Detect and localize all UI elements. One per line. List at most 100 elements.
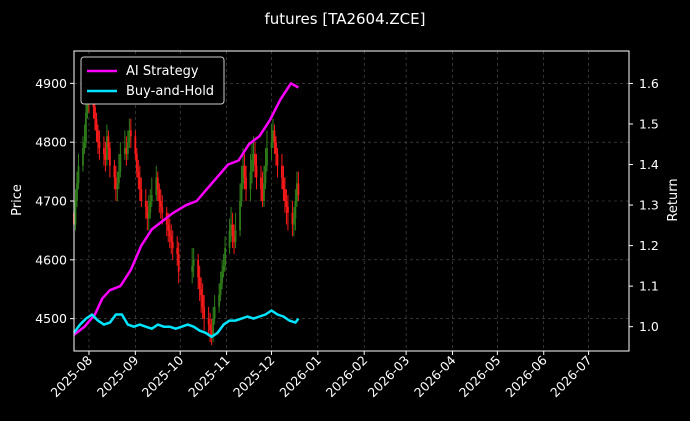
candle-body xyxy=(201,295,204,307)
candle xyxy=(287,195,289,231)
candle-body xyxy=(240,183,243,201)
candle xyxy=(297,171,300,201)
candle xyxy=(293,206,295,237)
candle xyxy=(200,277,203,313)
candle-body xyxy=(263,183,265,201)
candle-body xyxy=(293,218,295,225)
series-line-ai-strategy xyxy=(73,82,299,336)
candle-body xyxy=(125,148,128,154)
candle-body xyxy=(297,183,300,196)
candle-body xyxy=(167,224,170,231)
candle-body xyxy=(197,259,200,278)
candle xyxy=(249,153,252,201)
candle-body xyxy=(106,136,108,160)
candle xyxy=(82,136,84,172)
candle-body xyxy=(155,177,158,196)
candle-body xyxy=(83,142,86,149)
candle xyxy=(117,153,120,190)
candle xyxy=(109,142,111,178)
candle xyxy=(281,153,283,190)
candle xyxy=(176,236,179,266)
candle-body xyxy=(276,153,279,166)
candle xyxy=(156,171,159,201)
candle xyxy=(219,271,222,301)
candle xyxy=(159,189,162,219)
candle xyxy=(76,171,78,207)
candle-body xyxy=(295,183,298,201)
candle xyxy=(116,171,119,201)
y-left-tick-label: 4800 xyxy=(35,135,67,150)
candle xyxy=(197,253,200,290)
candle-body xyxy=(98,142,101,149)
chart-title: futures [TA2604.ZCE] xyxy=(265,10,426,28)
candle xyxy=(273,124,276,154)
legend-label-buy-and-hold: Buy-and-Hold xyxy=(126,84,214,99)
candle-body xyxy=(82,148,84,166)
candle-body xyxy=(266,148,268,166)
candle-body xyxy=(243,165,246,178)
candle-body xyxy=(104,153,107,160)
candle-body xyxy=(144,201,147,207)
candle xyxy=(291,201,294,237)
candle xyxy=(276,148,279,178)
candle-body xyxy=(228,230,231,249)
candle-body xyxy=(252,153,255,160)
candle-body xyxy=(77,165,80,184)
candle-body xyxy=(285,201,288,207)
candle-body xyxy=(103,148,105,154)
candle xyxy=(263,165,265,207)
candle xyxy=(146,201,149,231)
candle xyxy=(201,283,204,319)
candle xyxy=(97,124,99,154)
candle-body xyxy=(260,177,262,190)
candle xyxy=(94,101,96,131)
candle xyxy=(224,236,226,272)
candle xyxy=(285,189,288,225)
candle-body xyxy=(94,106,96,119)
candle xyxy=(168,218,171,249)
candle-body xyxy=(264,165,267,184)
candle-body xyxy=(209,324,212,331)
candle xyxy=(129,118,132,149)
candle xyxy=(284,177,286,213)
candle-body xyxy=(233,236,235,243)
candle-body xyxy=(116,183,119,190)
candle xyxy=(295,171,298,207)
candle-body xyxy=(76,183,78,201)
candle xyxy=(294,189,297,231)
candle-body xyxy=(224,248,226,266)
candle-body xyxy=(255,165,258,178)
candle-body xyxy=(140,189,143,201)
candle xyxy=(260,165,262,201)
candle xyxy=(113,159,116,190)
candle xyxy=(138,165,141,201)
candle xyxy=(272,118,274,149)
candle xyxy=(198,265,201,301)
y-right-tick-label: 1.6 xyxy=(639,76,659,91)
candle-body xyxy=(254,153,256,166)
candle-body xyxy=(134,136,137,154)
candle-body xyxy=(129,130,132,137)
candle xyxy=(177,242,180,284)
candle-body xyxy=(158,189,161,201)
candle-body xyxy=(85,112,87,143)
candle xyxy=(282,165,285,201)
y-right-tick-label: 1.3 xyxy=(639,198,659,213)
candle xyxy=(245,165,247,201)
candle xyxy=(106,124,108,166)
candle xyxy=(158,183,161,213)
candle-body xyxy=(203,306,206,319)
candle-body xyxy=(281,165,283,178)
candle-body xyxy=(282,177,285,190)
candle xyxy=(233,224,235,254)
candle-body xyxy=(221,271,223,284)
candle xyxy=(104,142,107,172)
candle xyxy=(261,171,264,207)
y-right-tick-label: 1.4 xyxy=(639,157,659,172)
y-axis-label-right: Return xyxy=(666,178,681,221)
candle xyxy=(234,212,237,249)
candle-body xyxy=(170,236,173,243)
y-axis-label-left: Price xyxy=(10,184,25,216)
candle-body xyxy=(272,130,274,143)
